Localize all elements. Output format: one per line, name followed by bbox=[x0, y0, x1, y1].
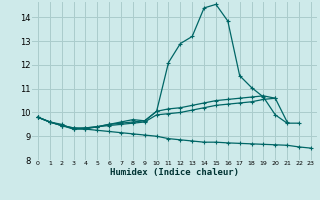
X-axis label: Humidex (Indice chaleur): Humidex (Indice chaleur) bbox=[110, 168, 239, 177]
